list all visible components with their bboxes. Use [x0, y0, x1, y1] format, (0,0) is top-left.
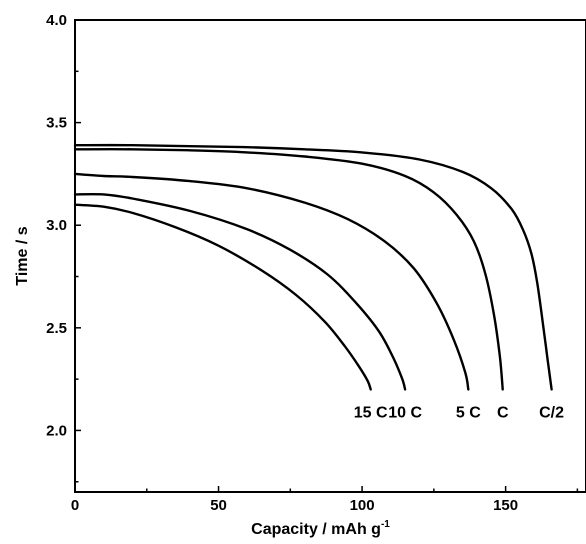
x-tick-label: 0 [71, 497, 79, 514]
y-tick-label: 3.0 [46, 217, 67, 234]
x-tick-label: 50 [210, 497, 227, 514]
y-tick-label: 2.5 [46, 320, 67, 337]
y-axis-title: Time / s [14, 226, 31, 285]
curves [73, 143, 553, 391]
series-label-15c: 15 C [354, 404, 388, 421]
curve-c-2 [73, 143, 553, 391]
x-tick-label: 100 [350, 497, 375, 514]
curve-10c [73, 192, 407, 391]
x-axis-title: Capacity / mAh g-1 [251, 519, 390, 538]
series-label-c: C [497, 404, 509, 421]
curve-5c [73, 172, 470, 391]
series-labels: C/2 C 5 C 10 C15 C [354, 404, 564, 421]
curve-15c [73, 203, 372, 391]
y-tick-label: 4.0 [46, 12, 67, 29]
series-label-10c: 10 C [388, 404, 422, 421]
x-tick-label: 150 [493, 497, 518, 514]
series-label-c-2: C/2 [539, 404, 564, 421]
x-axis-title-text: Capacity / mAh g [251, 521, 381, 538]
series-label-5c: 5 C [456, 404, 481, 421]
x-axis-title-superscript: -1 [381, 519, 390, 530]
y-tick-label: 3.5 [46, 115, 67, 132]
plot-frame [74, 19, 586, 493]
y-tick-label: 2.0 [46, 422, 67, 439]
curve-c [73, 148, 504, 391]
